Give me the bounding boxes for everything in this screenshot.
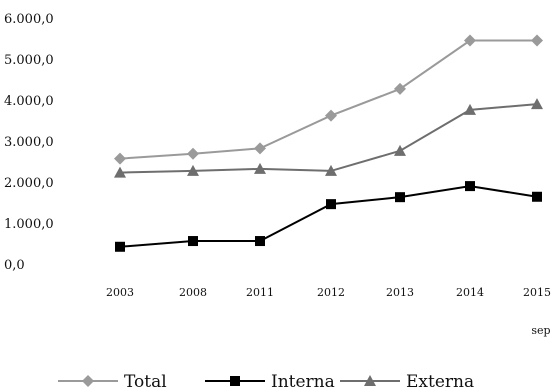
x-tick-label: 2011 <box>246 286 274 299</box>
series-line-total <box>119 39 537 160</box>
y-tick-label: 5.000,0 <box>4 53 54 68</box>
data-point-externa <box>325 164 337 176</box>
data-point-interna <box>115 241 125 252</box>
x-tick-label: 2008 <box>179 286 207 299</box>
series-line-interna <box>119 185 538 248</box>
y-axis-ticks: 0,0 1.000,0 2.000,0 3.000,0 4.000,0 5.000,0 6.… <box>4 12 54 273</box>
x-tick-label: 2012 <box>317 286 345 299</box>
legend: Total Interna Externa <box>58 372 474 392</box>
x-tick-label: 2013 <box>386 286 414 299</box>
legend-marker-icon <box>364 375 376 386</box>
x-tick-label: 2003 <box>106 286 134 299</box>
legend-marker-icon <box>230 376 240 386</box>
legend-item-total: Total <box>58 372 167 392</box>
y-tick-label: 0,0 <box>4 258 25 273</box>
data-point-interna <box>326 199 336 210</box>
y-tick-label: 6.000,0 <box>4 12 54 27</box>
data-point-total <box>187 147 199 160</box>
data-point-total <box>394 82 406 95</box>
x-tick-label: 2014 <box>456 286 484 299</box>
series-markers <box>114 34 543 252</box>
legend-label: Interna <box>271 372 335 392</box>
data-point-interna <box>465 181 475 192</box>
data-point-interna <box>188 236 198 247</box>
y-tick-label: 3.000,0 <box>4 135 54 150</box>
y-tick-label: 4.000,0 <box>4 94 54 109</box>
x-tick-label: 2015 <box>523 286 551 299</box>
data-point-externa <box>531 98 543 110</box>
data-point-interna <box>532 191 542 202</box>
data-point-total <box>114 152 126 165</box>
x-tick-note: sep <box>531 324 550 337</box>
data-point-externa <box>394 144 406 156</box>
data-point-interna <box>395 192 405 203</box>
data-point-externa <box>114 166 126 178</box>
series-lines <box>119 39 538 248</box>
legend-item-externa: Externa <box>340 372 474 392</box>
legend-label: Total <box>124 372 167 392</box>
x-axis-ticks: 2003 2008 2011 2012 2013 2014 2015 sep <box>106 286 551 337</box>
y-tick-label: 1.000,0 <box>4 217 54 232</box>
legend-item-interna: Interna <box>205 372 335 392</box>
data-point-interna <box>255 236 265 247</box>
data-point-total <box>254 142 266 155</box>
y-tick-label: 2.000,0 <box>4 176 54 191</box>
data-point-total <box>464 34 476 47</box>
data-point-total <box>531 34 543 47</box>
data-point-total <box>325 109 337 122</box>
data-point-externa <box>187 164 199 176</box>
data-point-externa <box>254 162 266 174</box>
data-point-externa <box>464 103 476 115</box>
legend-label: Externa <box>406 372 474 392</box>
legend-marker-icon <box>82 375 94 387</box>
